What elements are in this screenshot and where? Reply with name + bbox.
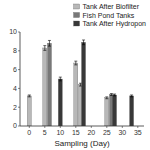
y-tick-label: 0 [13,122,17,129]
bar [82,42,86,126]
bar [58,79,62,126]
x-tick-label: 5 [43,129,47,136]
x-tick [106,126,107,128]
legend-label: Tank After Biofilter [83,3,140,10]
error-bar [48,40,51,46]
x-tick [137,126,138,128]
x-axis-line [20,126,144,127]
x-tick [60,126,61,128]
legend-swatch [74,13,80,18]
x-tick [75,126,76,128]
x-tick-label: 30 [118,129,126,136]
x-tick-label: 15 [72,129,80,136]
x-tick-label: 10 [56,129,64,136]
y-tick [18,32,20,33]
x-tick-label: 20 [87,129,95,136]
legend-swatch [74,4,80,9]
y-tick-label: 10 [9,28,17,35]
legend-label: Tank After Hydropon [83,20,147,28]
x-tick [91,126,92,128]
y-tick [18,50,20,51]
marks [27,40,133,126]
y-tick [18,126,20,127]
y-tick [18,88,20,89]
x-tick [44,126,45,128]
error-bar [82,40,85,45]
error-bar [43,46,46,51]
error-bar [74,61,77,65]
y-tick [18,107,20,108]
legend-label: Fish Pond Tanks [83,12,135,19]
y-tick-label: 2 [13,104,17,111]
legend-swatch [74,21,80,26]
legend: Tank After Biofilter Fish Pond TanksTank … [74,3,147,28]
error-bar [28,95,31,97]
error-bar [105,97,108,99]
x-tick-label: 0 [27,129,31,136]
bar [43,48,47,126]
y-tick-label: 4 [13,85,17,92]
bar [27,96,31,126]
error-bar [130,95,133,97]
bar [130,96,134,126]
bar [74,63,78,126]
x-axis-label: Sampling (Day) [54,139,109,148]
x-tick-label: 25 [103,129,111,136]
bar [105,98,109,126]
y-tick [18,69,20,70]
bar [113,95,117,126]
x-tick [122,126,123,128]
x-tick [29,126,30,128]
chart: 0 2 4 6 8 10 0 5 10 15 20 25 30 35 Sampling (Day) Tank … [0,0,150,150]
error-bar [59,77,62,81]
bar [47,43,51,126]
y-tick-label: 8 [13,47,17,54]
x-tick-label: 35 [134,129,142,136]
error-bar [113,94,116,96]
y-tick-label: 6 [13,66,17,73]
y-axis-line [20,32,21,126]
